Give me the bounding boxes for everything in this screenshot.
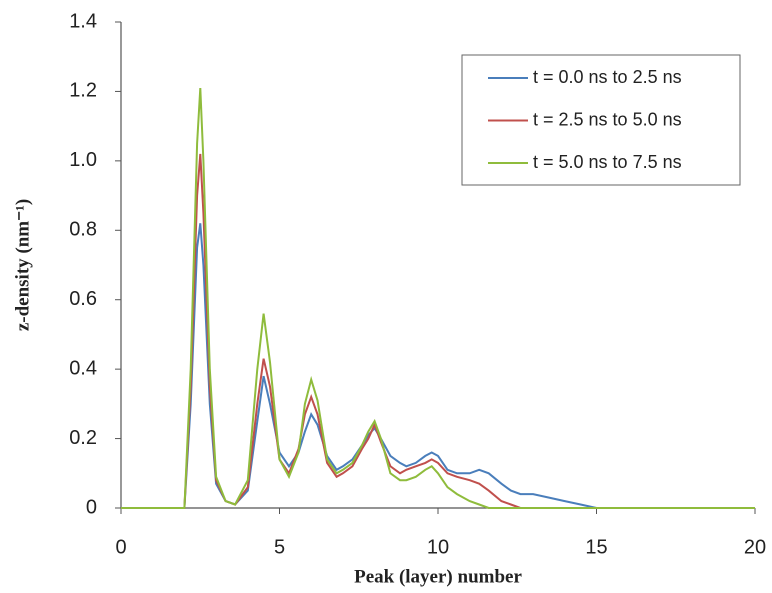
legend-label: t = 0.0 ns to 2.5 ns [533,67,682,87]
x-tick-label: 5 [274,536,285,558]
x-tick-label: 0 [115,536,126,558]
x-tick-label: 20 [744,536,766,558]
y-tick-label: 1.2 [69,80,97,102]
legend-label: t = 5.0 ns to 7.5 ns [533,152,682,172]
y-tick-label: 0.6 [69,288,97,310]
x-tick-label: 15 [585,536,607,558]
x-tick-label: 10 [427,536,449,558]
series-line [121,87,755,509]
y-tick-label: 0 [86,496,97,518]
legend-label: t = 2.5 ns to 5.0 ns [533,109,682,129]
y-tick-label: 0.8 [69,219,97,241]
y-tick-label: 0.4 [69,357,97,379]
y-tick-label: 1.4 [69,10,97,32]
x-axis-title: Peak (layer) number [354,566,522,587]
y-tick-label: 0.2 [69,427,97,449]
y-tick-label: 1.0 [69,149,97,171]
y-axis-title: z-density (nm⁻¹) [12,199,33,331]
